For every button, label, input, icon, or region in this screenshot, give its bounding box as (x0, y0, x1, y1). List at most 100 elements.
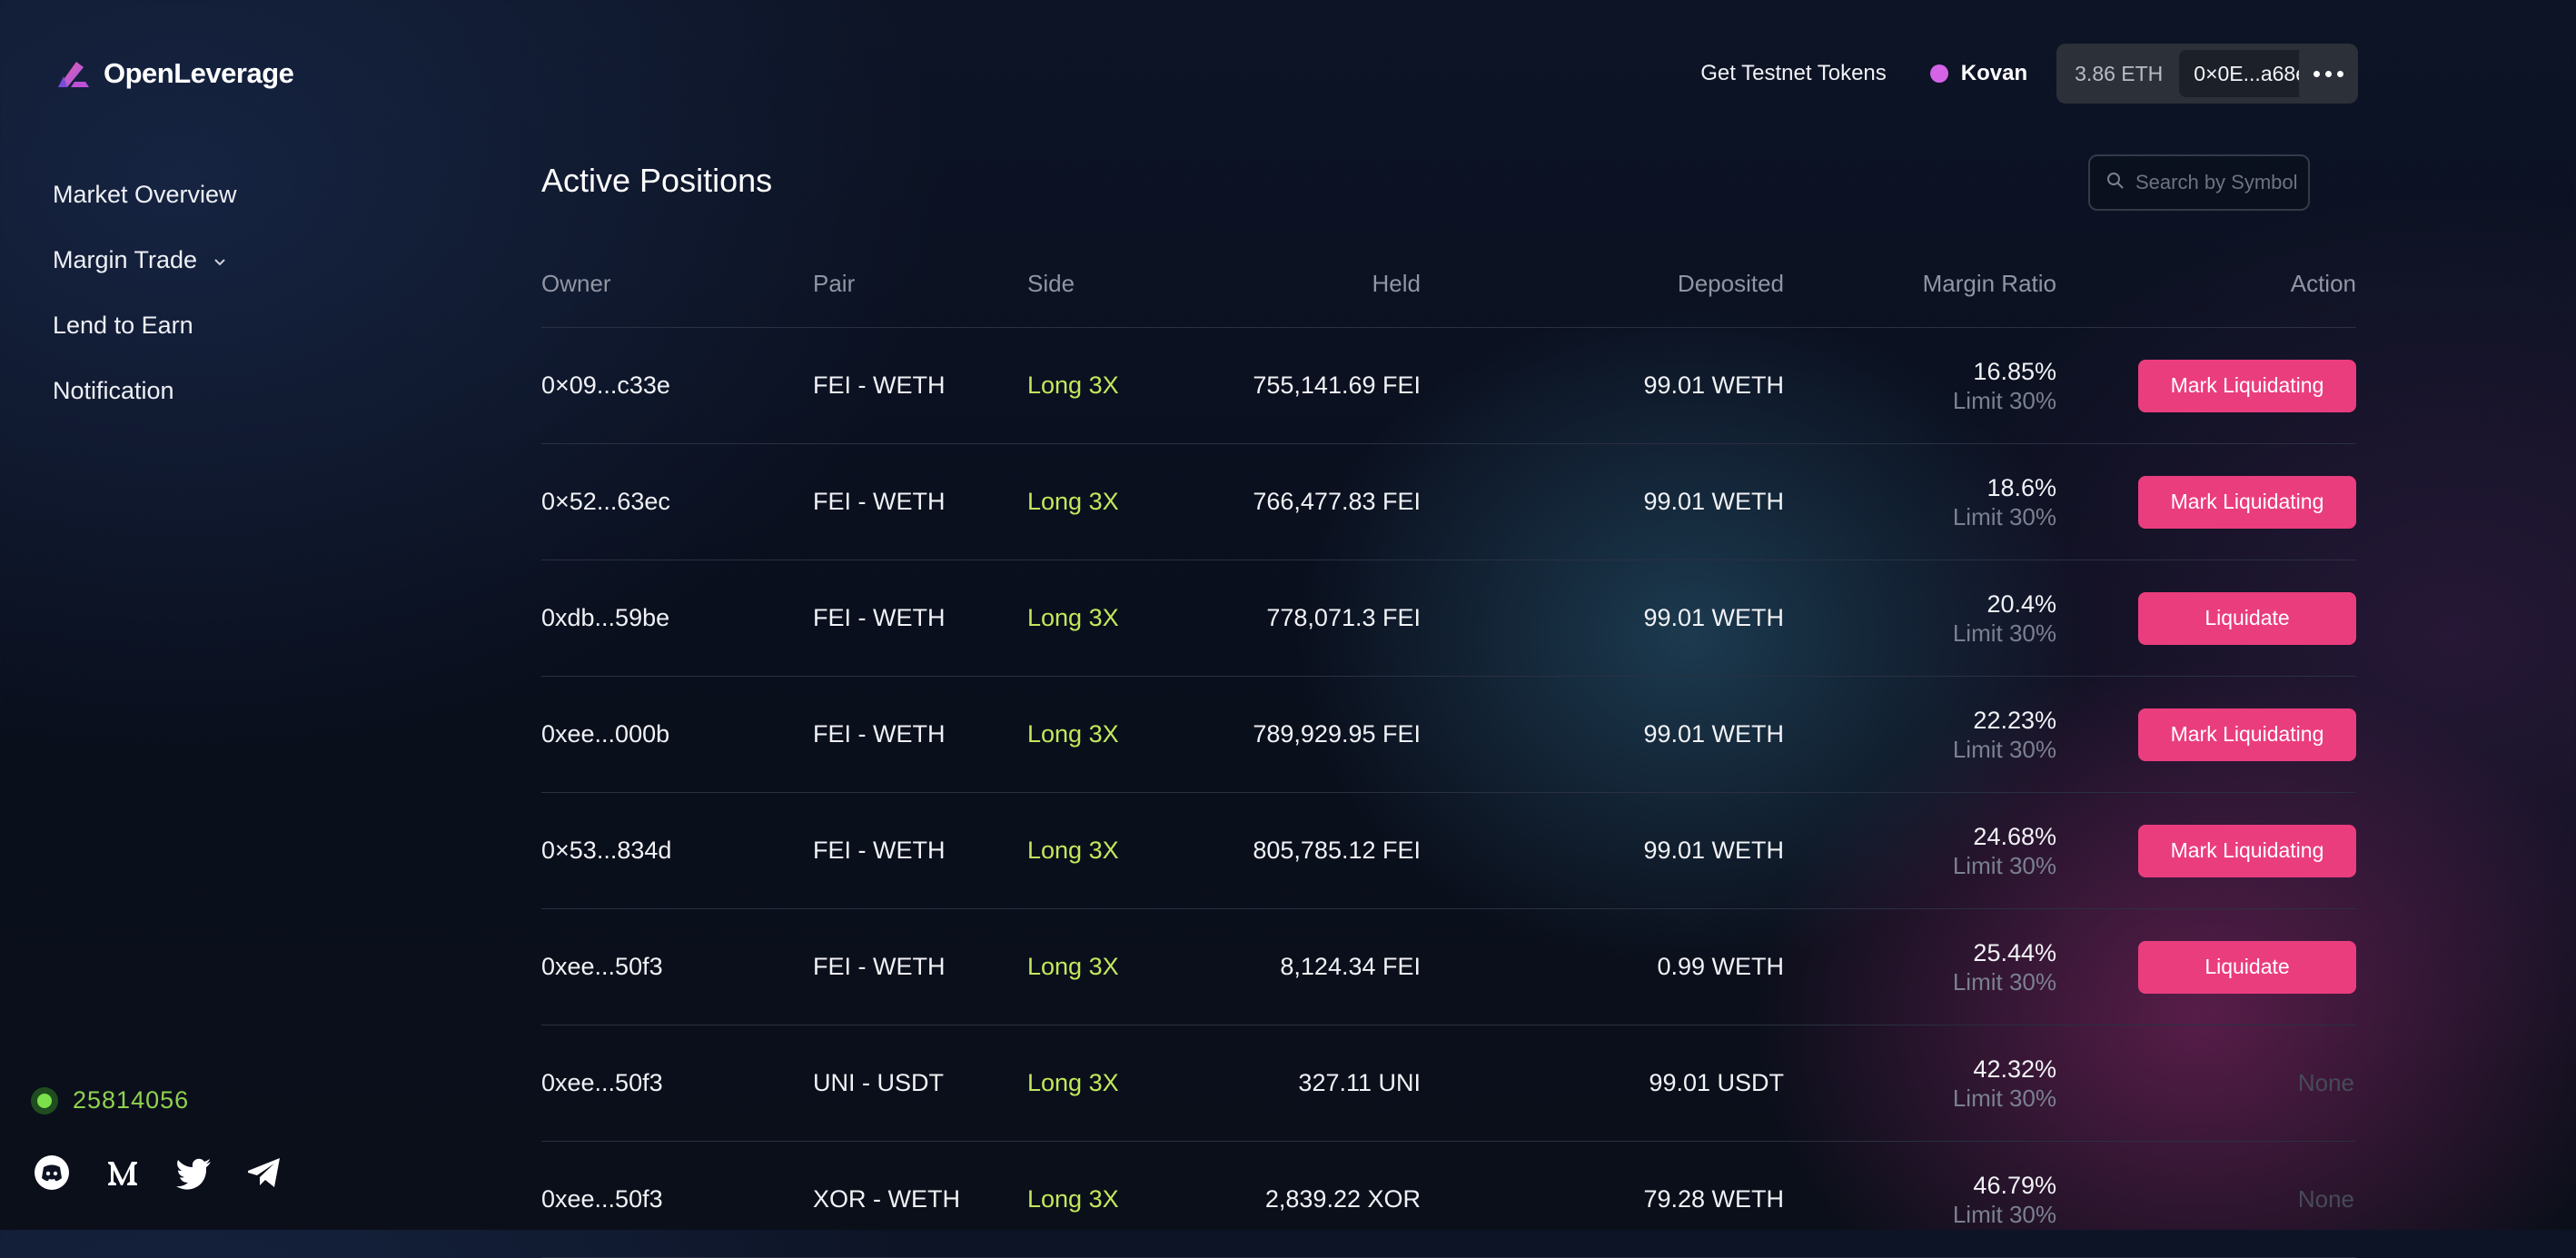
action-cell: Mark Liquidating (2056, 475, 2356, 529)
search-icon (2106, 172, 2125, 194)
margin-ratio-limit: Limit 30% (1952, 1084, 2056, 1112)
action-cell: Liquidate (2056, 591, 2356, 645)
mark-liquidating-button[interactable]: Mark Liquidating (2138, 708, 2356, 761)
margin-ratio-limit: Limit 30% (1952, 1200, 2056, 1228)
sidebar-item-notification[interactable]: Notification (53, 358, 237, 423)
sidebar-item-market-overview[interactable]: Market Overview (53, 162, 237, 227)
sidebar-item-label: Notification (53, 376, 174, 404)
deposited-amount: 99.01 USDT (1649, 1069, 1784, 1096)
no-action-label: None (2297, 1185, 2354, 1213)
brand-name: OpenLeverage (104, 57, 294, 89)
column-header-held[interactable]: Held (1372, 269, 1421, 297)
mark-liquidating-button[interactable]: Mark Liquidating (2138, 824, 2356, 877)
table-body: 0×09...c33e FEI - WETH Long 3X 755,141.69 F… (541, 328, 2356, 1258)
margin-ratio-cell: 16.85% Limit 30% (1784, 357, 2056, 415)
margin-ratio-limit: Limit 30% (1952, 502, 2056, 530)
deposited-amount: 99.01 WETH (1643, 837, 1784, 864)
owner-address[interactable]: 0×53...834d (541, 837, 672, 864)
table-row: 0xdb...59be FEI - WETH Long 3X 778,071.3 FE… (541, 560, 2356, 677)
trading-pair: FEI - WETH (813, 488, 946, 515)
margin-ratio-cell: 46.79% Limit 30% (1784, 1171, 2056, 1229)
status-dot-icon (31, 1086, 58, 1114)
margin-ratio-limit: Limit 30% (1952, 619, 2056, 647)
column-header-margin-ratio[interactable]: Margin Ratio (1922, 269, 2056, 297)
trading-pair: XOR - WETH (813, 1185, 960, 1213)
twitter-icon[interactable] (174, 1154, 213, 1192)
column-header-side[interactable]: Side (1027, 269, 1075, 297)
wallet-balance: 3.86 ETH (2075, 61, 2164, 85)
column-header-action: Action (2290, 269, 2356, 297)
sidebar-item-margin-trade[interactable]: Margin Trade (53, 227, 237, 292)
margin-ratio-limit: Limit 30% (1952, 735, 2056, 763)
action-cell: Mark Liquidating (2056, 824, 2356, 877)
margin-ratio-value: 20.4% (1986, 589, 2056, 618)
block-status: 25814056 (31, 1086, 189, 1114)
network-indicator[interactable]: Kovan (1929, 61, 2028, 86)
margin-ratio-value: 25.44% (1973, 938, 2056, 966)
no-action-label: None (2297, 1069, 2354, 1096)
column-header-owner[interactable]: Owner (541, 269, 611, 297)
held-amount: 805,785.12 FEI (1253, 837, 1421, 864)
search-input[interactable] (2134, 170, 2310, 195)
held-amount: 327.11 UNI (1298, 1069, 1421, 1096)
held-amount: 789,929.95 FEI (1253, 720, 1421, 748)
trading-pair: FEI - WETH (813, 604, 946, 631)
network-name: Kovan (1960, 61, 2028, 85)
margin-ratio-cell: 20.4% Limit 30% (1784, 589, 2056, 648)
brand-logo[interactable]: OpenLeverage (54, 56, 294, 91)
margin-ratio-limit: Limit 30% (1952, 851, 2056, 879)
liquidate-button[interactable]: Liquidate (2138, 940, 2356, 994)
owner-address[interactable]: 0xee...50f3 (541, 1069, 663, 1096)
margin-ratio-value: 46.79% (1973, 1171, 2056, 1199)
owner-address[interactable]: 0xdb...59be (541, 604, 670, 631)
deposited-amount: 79.28 WETH (1643, 1185, 1784, 1213)
trading-pair: FEI - WETH (813, 953, 946, 980)
sidebar-item-lend-to-earn[interactable]: Lend to Earn (53, 292, 237, 358)
liquidate-button[interactable]: Liquidate (2138, 591, 2356, 645)
page-title: Active Positions (541, 162, 773, 199)
held-amount: 8,124.34 FEI (1280, 953, 1421, 980)
action-cell: Mark Liquidating (2056, 359, 2356, 412)
margin-ratio-value: 22.23% (1973, 706, 2056, 734)
owner-address[interactable]: 0xee...50f3 (541, 953, 663, 980)
owner-address[interactable]: 0×52...63ec (541, 488, 670, 515)
deposited-amount: 99.01 WETH (1643, 604, 1784, 631)
medium-icon[interactable] (104, 1154, 142, 1192)
owner-address[interactable]: 0xee...50f3 (541, 1185, 663, 1213)
action-cell: Liquidate (2056, 940, 2356, 994)
block-number: 25814056 (73, 1086, 190, 1114)
sidebar-item-label: Lend to Earn (53, 311, 193, 339)
position-side: Long 3X (1027, 1069, 1119, 1096)
column-header-pair[interactable]: Pair (813, 269, 856, 297)
position-side: Long 3X (1027, 953, 1119, 980)
wallet-address: 0×0E...a68e (2194, 61, 2307, 85)
table-row: 0×09...c33e FEI - WETH Long 3X 755,141.69 F… (541, 328, 2356, 444)
deposited-amount: 99.01 WETH (1643, 488, 1784, 515)
position-side: Long 3X (1027, 837, 1119, 864)
get-testnet-tokens-link[interactable]: Get Testnet Tokens (1700, 61, 1887, 85)
mark-liquidating-button[interactable]: Mark Liquidating (2138, 475, 2356, 529)
owner-address[interactable]: 0×09...c33e (541, 371, 670, 399)
mark-liquidating-button[interactable]: Mark Liquidating (2138, 359, 2356, 412)
search-box[interactable] (2088, 154, 2310, 211)
telegram-icon[interactable] (245, 1154, 283, 1192)
position-side: Long 3X (1027, 720, 1119, 748)
margin-ratio-limit: Limit 30% (1952, 967, 2056, 996)
margin-ratio-value: 42.32% (1973, 1055, 2056, 1083)
held-amount: 778,071.3 FEI (1266, 604, 1421, 631)
deposited-amount: 0.99 WETH (1657, 953, 1784, 980)
trading-pair: UNI - USDT (813, 1069, 944, 1096)
social-links (33, 1154, 283, 1192)
more-dots-icon (2313, 70, 2320, 77)
trading-pair: FEI - WETH (813, 720, 946, 748)
owner-address[interactable]: 0xee...000b (541, 720, 670, 748)
sidebar-item-label: Market Overview (53, 180, 237, 208)
deposited-amount: 99.01 WETH (1643, 371, 1784, 399)
openleverage-logo-icon (54, 56, 94, 91)
column-header-deposited[interactable]: Deposited (1677, 269, 1784, 297)
discord-icon[interactable] (33, 1154, 71, 1192)
more-options-button[interactable] (2299, 44, 2357, 104)
action-cell: Mark Liquidating (2056, 708, 2356, 761)
position-side: Long 3X (1027, 604, 1119, 631)
action-cell: None (2056, 1185, 2356, 1213)
